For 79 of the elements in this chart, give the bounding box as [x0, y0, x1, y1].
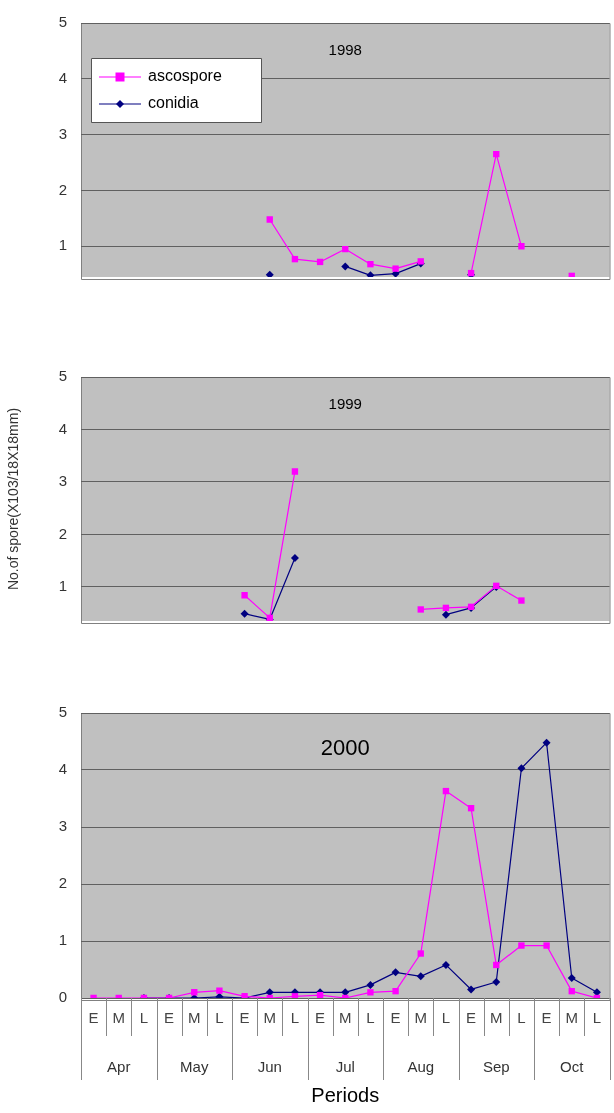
point [542, 738, 551, 747]
point [290, 554, 299, 563]
point [567, 974, 576, 983]
point [543, 942, 550, 949]
point [518, 942, 525, 949]
y-tick-label: 1 [58, 931, 67, 949]
x-tick-label: M [339, 1009, 352, 1027]
y-tick-label: 0 [58, 988, 67, 1006]
text: 1998 [328, 41, 362, 59]
x-tick-label: E [315, 1009, 326, 1027]
y-tick-label: 2 [58, 524, 67, 542]
x-tick-label: E [88, 1009, 99, 1027]
y-tick-label: 1 [58, 236, 67, 254]
point [392, 265, 399, 272]
text: 2000 [320, 735, 370, 761]
y-tick-label: 2 [58, 874, 67, 892]
point [416, 972, 425, 981]
y-axis-title: No.of spore(X103/18X18mm) [4, 407, 21, 591]
y-tick-label: 3 [58, 817, 67, 835]
x-tick-label: E [164, 1009, 175, 1027]
legend-label: ascospore [148, 67, 222, 85]
point [341, 262, 350, 271]
point [265, 270, 274, 277]
text: Apr [107, 1058, 131, 1076]
point [417, 950, 424, 957]
point [216, 987, 223, 994]
point [392, 987, 399, 995]
x-tick-label: L [592, 1009, 602, 1027]
y-tick-label: 3 [58, 472, 67, 490]
y-tick-label: 3 [58, 124, 67, 142]
y-tick-label: 5 [58, 13, 67, 31]
x-tick-label: L [441, 1009, 451, 1027]
point [367, 989, 374, 996]
x-tick-label: M [188, 1009, 201, 1027]
point [517, 764, 526, 773]
point [417, 606, 424, 613]
text: May [180, 1058, 209, 1076]
text: Jul [335, 1058, 355, 1076]
x-tick-label: L [290, 1009, 300, 1027]
point [518, 597, 525, 604]
point [441, 610, 450, 619]
x-tick-label: E [239, 1009, 250, 1027]
x-tick-label: L [517, 1009, 526, 1027]
text: Sep [482, 1058, 510, 1076]
point [441, 960, 450, 969]
x-tick-label: E [390, 1009, 401, 1027]
y-tick-label: 4 [58, 760, 67, 778]
point [241, 592, 248, 599]
x-tick-label: M [490, 1009, 503, 1027]
x-tick-label: M [263, 1009, 276, 1027]
x-tick-label: L [366, 1009, 375, 1027]
text: Oct [560, 1058, 585, 1076]
y-tick-label: 1 [58, 577, 67, 595]
x-tick-label: E [466, 1009, 477, 1027]
point [467, 985, 476, 994]
text: Aug [407, 1058, 435, 1076]
y-tick-label: 5 [58, 367, 67, 385]
x-tick-label: E [541, 1009, 552, 1027]
point [240, 609, 249, 618]
x-axis-title: Periods [311, 1083, 380, 1106]
x-tick-label: M [565, 1009, 578, 1027]
x-tick-label: M [414, 1009, 427, 1027]
point [391, 968, 400, 977]
point [366, 980, 375, 989]
y-tick-label: 2 [58, 180, 67, 198]
y-tick-label: 4 [58, 68, 67, 86]
text: Jun [257, 1058, 282, 1076]
point [266, 216, 273, 223]
y-tick-label: 4 [58, 419, 67, 437]
point [367, 260, 374, 268]
text: 1999 [328, 395, 362, 413]
x-tick-label: L [139, 1009, 149, 1027]
x-tick-label: L [215, 1009, 224, 1027]
legend-label: conidia [148, 94, 199, 112]
point [492, 978, 501, 987]
point [291, 468, 299, 475]
point [518, 243, 525, 250]
x-tick-label: M [112, 1009, 125, 1027]
y-tick-label: 5 [58, 703, 67, 721]
